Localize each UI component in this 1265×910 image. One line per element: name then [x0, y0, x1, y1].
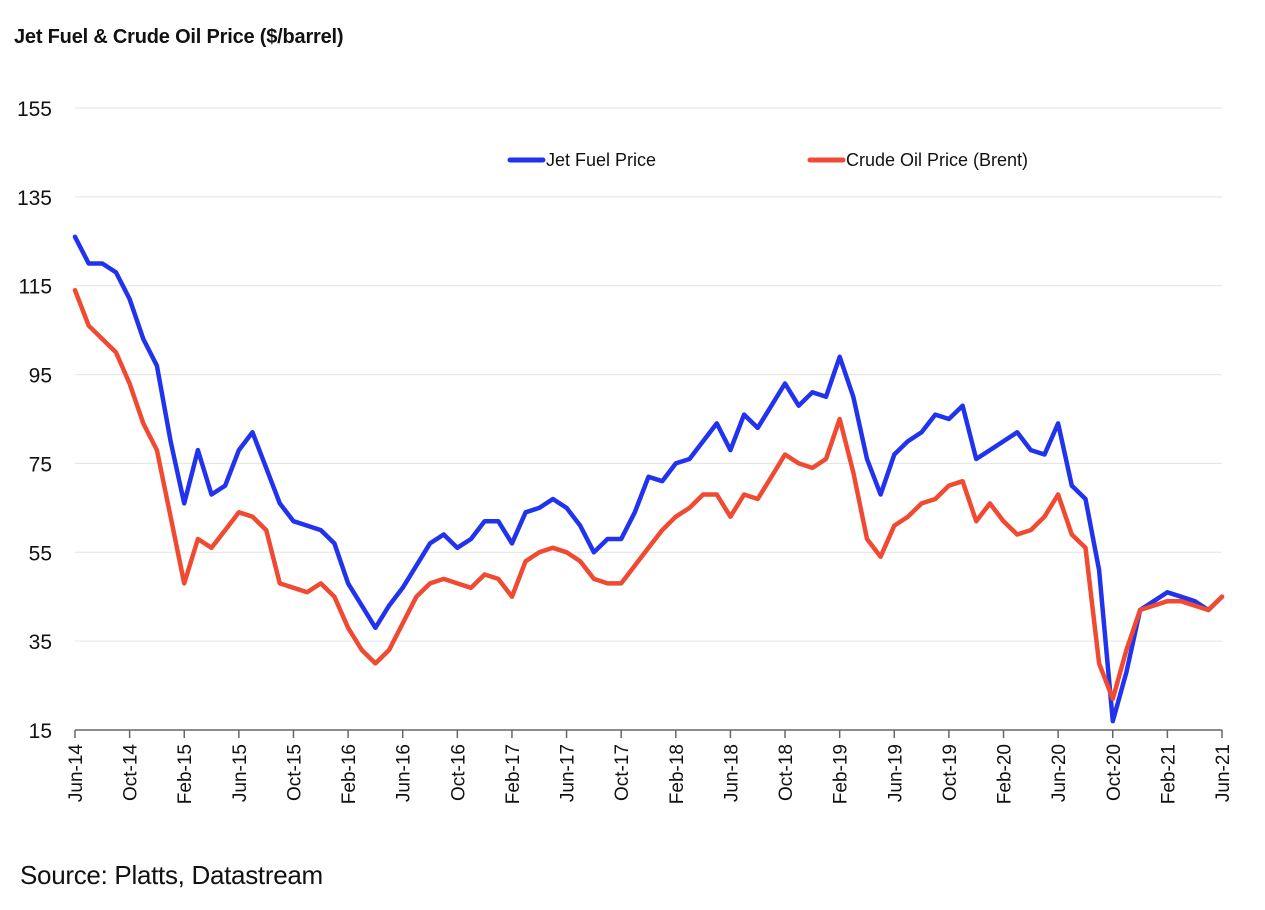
x-tick-label: Jun-15 — [230, 744, 251, 802]
x-tick-label: Feb-18 — [667, 744, 688, 804]
x-tick-label: Feb-19 — [831, 744, 852, 804]
source-note: Source: Platts, Datastream — [20, 860, 323, 890]
y-tick-label: 95 — [29, 365, 52, 388]
x-tick-label: Oct-14 — [121, 744, 142, 801]
x-tick-label: Jun-19 — [885, 744, 906, 802]
y-tick-label: 55 — [29, 542, 52, 565]
x-tick-label: Jun-17 — [558, 744, 579, 802]
x-axis: Jun-14 Oct-14 Feb-15 Jun-15 Oct-15 Feb-16 Jun-… — [66, 729, 1234, 804]
legend: Jet Fuel Price Crude Oil Price (Brent) — [507, 150, 1028, 170]
gridlines — [75, 107, 1222, 642]
x-tick-label: Feb-17 — [503, 744, 524, 804]
x-tick-label: Oct-17 — [612, 744, 633, 801]
y-tick-label: 115 — [19, 276, 52, 299]
x-tick-label: Oct-18 — [776, 744, 797, 801]
x-tick-label: Oct-20 — [1104, 744, 1125, 801]
x-tick-label: Jun-16 — [394, 744, 415, 802]
y-tick-label: 75 — [29, 453, 52, 476]
y-tick-label: 15 — [29, 720, 52, 743]
x-tick-label: Oct-16 — [448, 744, 469, 801]
y-tick-label: 155 — [17, 98, 52, 121]
x-tick-label: Jun-21 — [1213, 744, 1234, 802]
x-tick-label: Feb-20 — [995, 744, 1016, 804]
x-tick-label: Feb-15 — [175, 744, 196, 804]
x-tick-label: Jun-14 — [66, 744, 87, 803]
y-tick-label: 135 — [17, 187, 52, 210]
legend-label: Jet Fuel Price — [546, 150, 656, 170]
series-lines — [72, 234, 1225, 724]
y-tick-label: 35 — [29, 631, 52, 654]
x-tick-label: Jun-20 — [1049, 744, 1070, 802]
crude-oil-line — [72, 287, 1225, 702]
x-tick-label: Jun-18 — [721, 744, 742, 802]
jet-fuel-line — [72, 234, 1225, 724]
x-tick-label: Oct-19 — [940, 744, 961, 801]
chart-title: Jet Fuel & Crude Oil Price ($/barrel) — [14, 26, 344, 48]
x-tick-label: Oct-15 — [284, 744, 305, 801]
x-tick-label: Feb-16 — [339, 744, 360, 804]
legend-label: Crude Oil Price (Brent) — [846, 150, 1028, 170]
x-tick-label: Feb-21 — [1158, 744, 1179, 804]
y-axis-ticks: 15 35 55 75 95 115 135 155 — [17, 98, 52, 743]
